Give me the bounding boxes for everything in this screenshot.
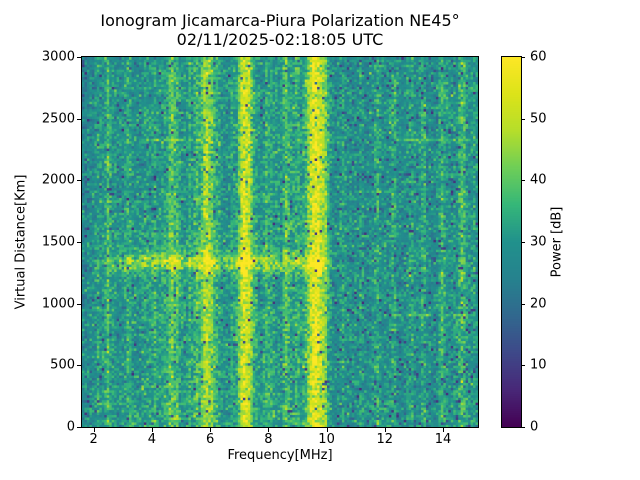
y-tick-label: 1500 — [41, 234, 75, 250]
x-tick — [326, 428, 328, 432]
colorbar-tick — [521, 118, 525, 120]
colorbar-label: Power [dB] — [549, 206, 565, 278]
colorbar-tick-label: 50 — [530, 111, 547, 127]
y-tick-label: 1000 — [41, 296, 75, 312]
colorbar-tick-label: 0 — [530, 419, 539, 435]
x-tick-label: 4 — [147, 432, 157, 447]
x-tick-label: 10 — [318, 432, 335, 447]
colorbar-tick — [521, 303, 525, 305]
y-tick — [77, 242, 81, 243]
y-tick — [77, 427, 81, 428]
colorbar-gradient — [502, 57, 521, 427]
y-tick — [77, 118, 81, 120]
y-tick-label: 2500 — [41, 111, 75, 127]
x-tick — [93, 428, 95, 432]
x-tick — [151, 428, 153, 432]
x-tick-label: 6 — [205, 432, 215, 447]
colorbar-tick — [521, 365, 525, 367]
x-axis-label: Frequency[MHz] — [227, 448, 333, 463]
plot-title-line2: 02/11/2025-02:18:05 UTC — [176, 30, 384, 49]
colorbar-tick-label: 20 — [530, 296, 547, 312]
y-tick — [77, 365, 81, 367]
plot-area — [81, 56, 479, 428]
colorbar-tick-label: 60 — [530, 49, 547, 65]
x-tick-label: 14 — [434, 432, 452, 447]
colorbar-tick — [521, 427, 525, 428]
colorbar-tick-label: 40 — [530, 172, 547, 188]
plot-title-line1: Ionogram Jicamarca-Piura Polarization NE… — [100, 11, 460, 30]
y-tick-label: 500 — [50, 357, 75, 373]
x-tick-label: 12 — [376, 432, 394, 447]
ionogram-heatmap — [82, 57, 478, 427]
colorbar-tick-label: 30 — [530, 234, 547, 250]
x-tick — [443, 428, 445, 432]
x-tick-label: 2 — [89, 432, 98, 447]
colorbar-tick — [521, 242, 525, 243]
colorbar — [501, 56, 522, 428]
y-tick — [77, 57, 81, 58]
colorbar-tick — [521, 57, 525, 58]
x-tick — [268, 428, 270, 432]
colorbar-tick — [521, 180, 525, 182]
y-tick — [77, 180, 81, 182]
x-tick-label: 8 — [264, 432, 273, 447]
x-tick — [210, 428, 212, 432]
y-tick-label: 3000 — [41, 49, 75, 65]
y-tick-label: 2000 — [41, 172, 75, 188]
y-tick-label: 0 — [66, 419, 75, 435]
x-tick — [384, 428, 386, 432]
colorbar-tick-label: 10 — [530, 357, 547, 373]
y-tick — [77, 303, 81, 305]
plot-title: Ionogram Jicamarca-Piura Polarization NE… — [82, 11, 478, 49]
